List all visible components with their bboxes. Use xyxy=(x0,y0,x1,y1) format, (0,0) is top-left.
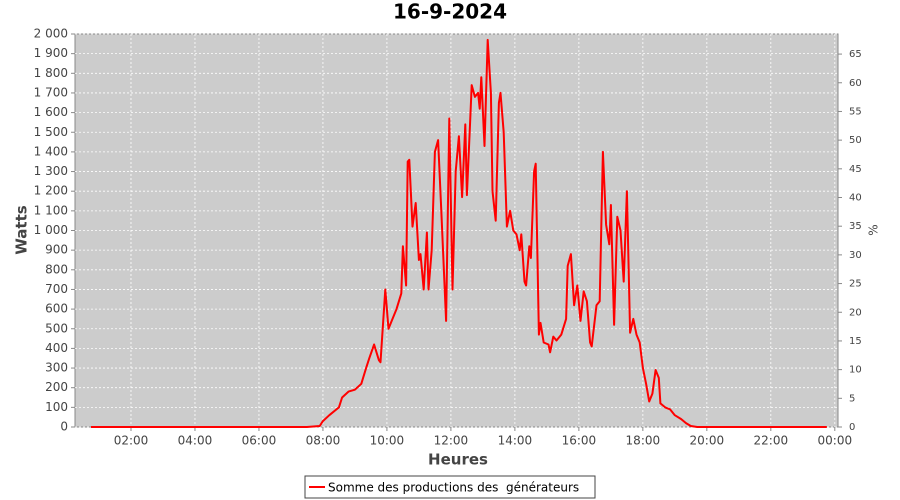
y2-tick-label: 25 xyxy=(849,279,862,290)
y-tick-label: 2 000 xyxy=(34,27,68,41)
y-tick-label: 1 900 xyxy=(34,46,68,60)
y-tick-label: 1 200 xyxy=(34,184,68,198)
x-tick-label: 16:00 xyxy=(562,434,597,448)
y-tick-label: 0 xyxy=(60,420,68,434)
x-tick-label: 02:00 xyxy=(114,434,149,448)
y2-tick-label: 5 xyxy=(849,393,855,404)
y-tick-label: 300 xyxy=(45,361,68,375)
y-tick-label: 900 xyxy=(45,243,68,257)
y-tick-label: 1 100 xyxy=(34,203,68,217)
y2-tick-label: 20 xyxy=(849,307,862,318)
x-tick-label: 20:00 xyxy=(690,434,725,448)
chart-title: 16-9-2024 xyxy=(393,0,507,24)
y2-tick-label: 50 xyxy=(849,135,862,146)
y-tick-label: 400 xyxy=(45,341,68,355)
series-line xyxy=(91,38,827,428)
x-tick-label: 06:00 xyxy=(242,434,277,448)
y2-tick-label: 55 xyxy=(849,106,862,117)
x-tick-label: 10:00 xyxy=(370,434,405,448)
y-tick-label: 1 500 xyxy=(34,125,68,139)
y2-tick-label: 15 xyxy=(849,336,862,347)
legend xyxy=(304,475,596,499)
y2-tick-label: 40 xyxy=(849,193,862,204)
x-tick-label: 04:00 xyxy=(178,434,213,448)
y-tick-label: 700 xyxy=(45,282,68,296)
y2-tick-label: 60 xyxy=(849,78,862,89)
y-tick-label: 800 xyxy=(45,262,68,276)
y2-axis-label: % xyxy=(867,224,881,235)
y-tick-label: 1 400 xyxy=(34,144,68,158)
x-tick-label: 22:00 xyxy=(754,434,789,448)
y-tick-label: 1 300 xyxy=(34,164,68,178)
y-tick-label: 200 xyxy=(45,380,68,394)
y2-tick-label: 45 xyxy=(849,164,862,175)
y2-tick-label: 0 xyxy=(849,422,855,433)
y-tick-label: 100 xyxy=(45,400,68,414)
y-axis-label: Watts xyxy=(13,205,31,254)
y2-tick-label: 65 xyxy=(849,49,862,60)
y-tick-label: 1 000 xyxy=(34,223,68,237)
x-tick-label: 00:00 xyxy=(818,434,853,448)
y-tick-label: 1 800 xyxy=(34,66,68,80)
x-tick-label: 18:00 xyxy=(626,434,661,448)
y-tick-label: 1 600 xyxy=(34,105,68,119)
x-tick-label: 12:00 xyxy=(434,434,469,448)
y-tick-label: 500 xyxy=(45,321,68,335)
y2-tick-label: 30 xyxy=(849,250,862,261)
x-axis-label: Heures xyxy=(428,451,488,469)
y2-tick-label: 10 xyxy=(849,365,862,376)
y-tick-label: 600 xyxy=(45,302,68,316)
y2-tick-label: 35 xyxy=(849,221,862,232)
y-tick-label: 1 700 xyxy=(34,85,68,99)
x-tick-label: 08:00 xyxy=(306,434,341,448)
x-tick-label: 14:00 xyxy=(498,434,533,448)
legend-label: Somme des productions des générateurs xyxy=(328,481,579,495)
